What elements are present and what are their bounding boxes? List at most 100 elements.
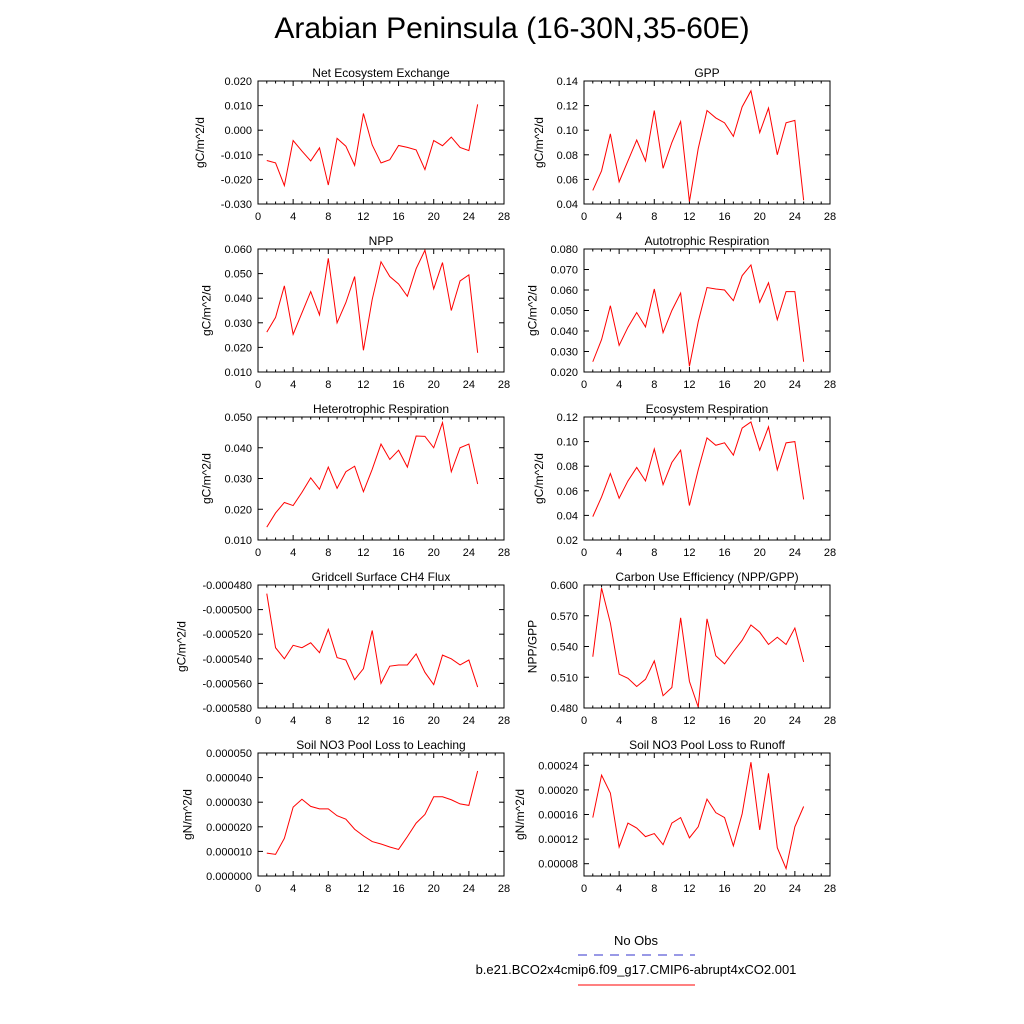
- y-tick-label: 0.040: [224, 443, 252, 455]
- x-tick-label: 24: [789, 211, 801, 223]
- y-tick-label: -0.010: [221, 150, 252, 162]
- y-tick-label: 0.010: [224, 535, 252, 547]
- x-tick-label: 8: [325, 379, 331, 391]
- y-tick-label: 0.010: [224, 367, 252, 379]
- x-tick-label: 8: [651, 547, 657, 559]
- y-tick-label: 0.06: [557, 174, 578, 186]
- series-line: [592, 421, 805, 517]
- y-tick-label: 0.000050: [206, 748, 252, 760]
- x-tick-label: 8: [651, 211, 657, 223]
- y-axis-label: gC/m^2/d: [532, 117, 546, 168]
- x-tick-label: 28: [498, 715, 510, 727]
- x-tick-label: 4: [616, 547, 622, 559]
- x-tick-label: 16: [392, 547, 404, 559]
- y-tick-label: 0.040: [224, 293, 252, 305]
- x-tick-label: 0: [581, 883, 587, 895]
- x-tick-label: 0: [255, 883, 261, 895]
- x-tick-label: 0: [581, 211, 587, 223]
- plot-frame: [257, 584, 505, 709]
- y-tick-label: -0.000560: [202, 678, 252, 690]
- y-tick-label: 0.08: [557, 461, 578, 473]
- series-line: [592, 89, 805, 202]
- x-tick-label: 4: [290, 883, 296, 895]
- y-tick-label: 0.00024: [538, 760, 578, 772]
- y-tick-label: 0.050: [550, 306, 578, 318]
- chart-panel: Carbon Use Efficiency (NPP/GPP) 0 4 8 12 16 20…: [526, 570, 837, 727]
- x-tick-label: 28: [498, 883, 510, 895]
- y-tick-label: 0.12: [557, 412, 578, 424]
- x-tick-label: 16: [392, 883, 404, 895]
- x-tick-label: 20: [754, 547, 766, 559]
- x-tick-label: 4: [290, 547, 296, 559]
- chart-panel: Gridcell Surface CH4 Flux 0 4 8 12 16 20 24 28 -0…: [174, 570, 510, 727]
- panel-title: Gridcell Surface CH4 Flux: [312, 570, 451, 584]
- y-axis-label: NPP/GPP: [526, 620, 540, 673]
- panel-title: Soil NO3 Pool Loss to Runoff: [629, 738, 786, 752]
- chart-panel: Ecosystem Respiration 0 4 8 12 16 20 24 28 0.02 0.…: [532, 402, 836, 559]
- page-title: Arabian Peninsula (16-30N,35-60E): [274, 12, 750, 45]
- x-tick-label: 12: [683, 715, 695, 727]
- y-tick-label: -0.000520: [202, 629, 252, 641]
- y-tick-label: 0.000020: [206, 822, 252, 834]
- y-tick-label: 0.02: [557, 535, 578, 547]
- y-tick-label: 0.540: [550, 642, 578, 654]
- plot-frame: [257, 248, 505, 373]
- series-line: [266, 770, 479, 855]
- y-tick-label: 0.060: [550, 285, 578, 297]
- x-tick-label: 12: [683, 379, 695, 391]
- y-tick-label: 0.12: [557, 101, 578, 113]
- x-tick-label: 0: [255, 715, 261, 727]
- x-tick-label: 24: [789, 547, 801, 559]
- y-tick-label: 0.14: [557, 76, 578, 88]
- y-tick-label: 0.600: [550, 580, 578, 592]
- x-tick-label: 24: [789, 715, 801, 727]
- y-axis-label: gC/m^2/d: [200, 285, 214, 336]
- chart-panel: Heterotrophic Respiration 0 4 8 12 16 20 24 28 0.…: [200, 402, 511, 559]
- x-tick-label: 12: [683, 211, 695, 223]
- y-tick-label: 0.570: [550, 611, 578, 623]
- y-tick-label: -0.000480: [202, 580, 252, 592]
- x-tick-label: 8: [651, 883, 657, 895]
- x-tick-label: 28: [498, 379, 510, 391]
- x-tick-label: 4: [616, 883, 622, 895]
- panel-title: Soil NO3 Pool Loss to Leaching: [296, 738, 465, 752]
- series-line: [266, 104, 479, 188]
- panel-title: GPP: [694, 66, 719, 80]
- x-tick-label: 0: [581, 715, 587, 727]
- x-tick-label: 12: [357, 883, 369, 895]
- chart-panel: GPP 0 4 8 12 16 20 24 28 0.04 0.06 0.08 0.10 0.12 0.14…: [532, 66, 836, 223]
- plot-frame: [257, 752, 505, 877]
- y-tick-label: 0.000010: [206, 846, 252, 858]
- y-tick-label: 0.08: [557, 150, 578, 162]
- y-tick-label: 0.000030: [206, 797, 252, 809]
- x-tick-label: 8: [651, 715, 657, 727]
- x-tick-label: 24: [463, 547, 475, 559]
- x-tick-label: 16: [718, 547, 730, 559]
- x-tick-label: 16: [392, 715, 404, 727]
- series-line: [592, 263, 805, 367]
- x-tick-label: 4: [290, 211, 296, 223]
- x-tick-label: 20: [428, 715, 440, 727]
- y-tick-label: 0.510: [550, 672, 578, 684]
- x-tick-label: 4: [616, 211, 622, 223]
- y-tick-label: 0.040: [550, 326, 578, 338]
- panel-title: Ecosystem Respiration: [646, 402, 769, 416]
- y-tick-label: 0.030: [224, 474, 252, 486]
- y-tick-label: -0.020: [221, 174, 252, 186]
- x-tick-label: 12: [357, 547, 369, 559]
- x-tick-label: 0: [581, 547, 587, 559]
- x-tick-label: 4: [290, 379, 296, 391]
- panel-title: NPP: [369, 234, 394, 248]
- x-tick-label: 0: [255, 379, 261, 391]
- y-tick-label: 0.000000: [206, 871, 252, 883]
- x-tick-label: 20: [428, 211, 440, 223]
- series-line: [592, 762, 805, 871]
- series-line: [592, 587, 805, 708]
- y-tick-label: 0.020: [224, 342, 252, 354]
- y-tick-label: 0.06: [557, 486, 578, 498]
- chart-panel: NPP 0 4 8 12 16 20 24 28 0.010 0.020 0.030 0.040 0.05…: [200, 234, 511, 391]
- y-axis-label: gC/m^2/d: [174, 621, 188, 672]
- x-tick-label: 12: [357, 715, 369, 727]
- series-line: [266, 420, 479, 528]
